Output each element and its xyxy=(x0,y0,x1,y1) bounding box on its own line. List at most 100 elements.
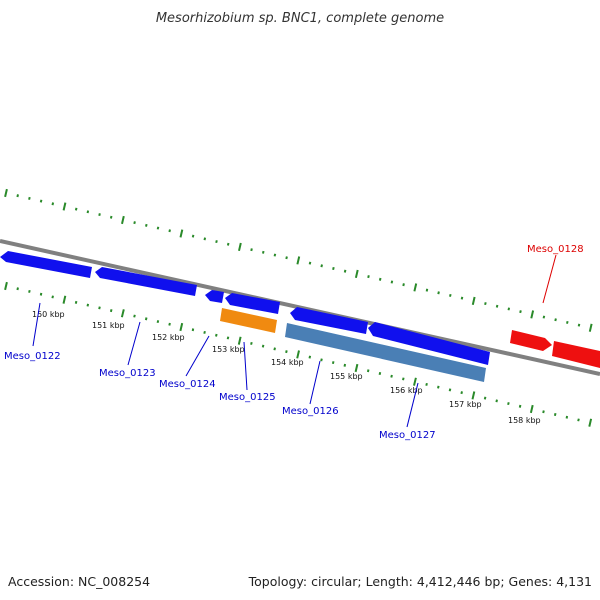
minor-tick xyxy=(402,377,405,381)
callout-line xyxy=(185,335,210,377)
topology-text: Topology: circular; Length: 4,412,446 bp… xyxy=(248,574,592,589)
minor-tick xyxy=(28,196,31,200)
gene-meso-0123[interactable] xyxy=(95,267,197,296)
major-tick xyxy=(62,295,67,304)
minor-tick xyxy=(285,256,288,260)
major-tick xyxy=(354,363,359,373)
major-tick xyxy=(588,418,593,427)
minor-tick xyxy=(191,328,195,332)
minor-tick xyxy=(261,344,265,348)
callout-line xyxy=(127,321,141,366)
minor-tick xyxy=(402,283,405,287)
major-tick xyxy=(413,377,417,386)
minor-tick xyxy=(554,318,557,322)
minor-tick xyxy=(565,415,569,419)
minor-tick xyxy=(98,213,101,216)
minor-tick xyxy=(437,385,440,389)
gene-meso-0127-forward[interactable] xyxy=(368,322,490,365)
minor-tick xyxy=(542,410,545,414)
minor-tick xyxy=(203,237,207,241)
minor-tick xyxy=(308,355,312,359)
major-tick xyxy=(471,296,476,306)
minor-tick xyxy=(16,287,19,291)
gene-meso-0126b-forward[interactable] xyxy=(290,307,368,334)
gene-meso-0124[interactable] xyxy=(205,290,224,303)
minor-tick xyxy=(332,266,335,271)
gene-meso-0127[interactable] xyxy=(285,323,486,382)
minor-tick xyxy=(74,300,78,304)
gene-label-meso-0128[interactable]: Meso_0128 xyxy=(527,244,584,255)
minor-tick xyxy=(308,261,312,265)
major-tick xyxy=(237,336,242,345)
minor-tick xyxy=(437,291,440,295)
genome-backbone xyxy=(0,239,600,376)
callout-line xyxy=(542,254,557,304)
major-tick xyxy=(121,215,125,225)
kbp-label: 156 kbp xyxy=(390,386,423,395)
minor-tick xyxy=(74,207,78,211)
callout-line xyxy=(243,341,248,391)
gene-label-meso-0125[interactable]: Meso_0125 xyxy=(219,392,276,403)
major-tick xyxy=(588,323,593,332)
kbp-label: 150 kbp xyxy=(32,310,65,319)
minor-tick xyxy=(425,382,428,386)
minor-tick xyxy=(191,234,195,238)
minor-tick xyxy=(366,369,370,373)
minor-tick xyxy=(577,418,580,422)
minor-tick xyxy=(250,248,253,252)
gene-label-meso-0123[interactable]: Meso_0123 xyxy=(99,368,156,379)
minor-tick xyxy=(343,363,347,367)
minor-tick xyxy=(367,275,370,279)
major-tick xyxy=(62,202,67,211)
major-tick xyxy=(4,281,8,291)
minor-tick xyxy=(566,320,569,324)
major-tick xyxy=(179,322,184,332)
minor-tick xyxy=(250,341,253,345)
minor-tick xyxy=(542,315,546,319)
minor-tick xyxy=(133,221,136,225)
gene-label-meso-0127[interactable]: Meso_0127 xyxy=(379,430,436,441)
kbp-label: 154 kbp xyxy=(271,358,304,367)
gene-meso-0125[interactable] xyxy=(220,308,277,333)
gene-label-meso-0122[interactable]: Meso_0122 xyxy=(4,351,61,362)
minor-tick xyxy=(156,226,160,230)
minor-tick xyxy=(448,388,452,392)
minor-tick xyxy=(553,412,557,417)
minor-tick xyxy=(203,330,206,334)
minor-tick xyxy=(320,358,323,362)
gene-meso-0128-b[interactable] xyxy=(552,341,600,368)
minor-tick xyxy=(483,396,487,400)
minor-tick xyxy=(51,202,55,206)
minor-tick xyxy=(519,310,522,314)
minor-tick xyxy=(109,215,113,219)
minor-tick xyxy=(320,264,323,268)
inner-tick-track xyxy=(4,281,593,427)
major-tick xyxy=(296,350,300,359)
gene-meso-0128-a[interactable] xyxy=(510,330,552,351)
callout-line xyxy=(32,302,41,347)
minor-tick xyxy=(86,303,90,307)
kbp-label: 157 kbp xyxy=(449,400,482,409)
minor-tick xyxy=(518,404,522,408)
map-title: Mesorhizobium sp. BNC1, complete genome xyxy=(156,11,444,26)
minor-tick xyxy=(98,306,101,310)
major-tick xyxy=(4,188,8,198)
minor-tick xyxy=(460,391,463,395)
minor-tick xyxy=(133,314,136,318)
minor-tick xyxy=(273,253,277,257)
minor-tick xyxy=(86,210,90,214)
minor-tick xyxy=(484,302,487,306)
gene-label-meso-0126[interactable]: Meso_0126 xyxy=(282,406,339,417)
gene-meso-0126-forward[interactable] xyxy=(225,293,280,314)
minor-tick xyxy=(390,280,394,284)
minor-tick xyxy=(343,269,347,273)
kbp-label: 153 kbp xyxy=(212,345,245,354)
minor-tick xyxy=(156,320,160,324)
gene-meso-0122[interactable] xyxy=(0,251,92,278)
kbp-scale-labels: 150 kbp 151 kbp 152 kbp 153 kbp 154 kbp … xyxy=(32,310,541,425)
minor-tick xyxy=(109,309,113,313)
minor-tick xyxy=(168,322,171,326)
gene-label-meso-0124[interactable]: Meso_0124 xyxy=(159,379,216,390)
minor-tick xyxy=(215,333,218,337)
